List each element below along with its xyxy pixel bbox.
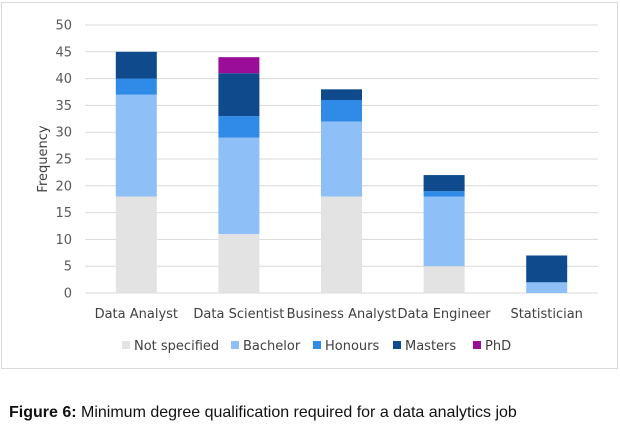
bar-segment [321, 196, 362, 293]
bar-segment [218, 116, 260, 138]
x-category-label: Business Analyst [287, 307, 397, 322]
bar-segment [321, 121, 362, 197]
y-tick-label: 10 [55, 233, 72, 248]
figure-caption-label: Figure 6: [9, 404, 77, 421]
legend-swatch [473, 341, 481, 349]
figure-caption-text: Minimum degree qualification required fo… [76, 404, 517, 421]
bar-segment [115, 78, 157, 95]
bar-segment [218, 73, 260, 117]
legend-label: Not specified [134, 339, 219, 354]
bar-segment [115, 94, 157, 197]
bar-segment [218, 234, 260, 293]
y-tick-label: 40 [55, 72, 72, 87]
y-tick-label: 35 [55, 99, 72, 114]
y-tick-label: 15 [55, 206, 72, 221]
bar-segment [526, 255, 568, 283]
legend-label: Bachelor [243, 339, 301, 354]
y-tick-label: 30 [55, 126, 72, 141]
legend-swatch [122, 341, 130, 349]
x-category-label: Data Scientist [193, 307, 284, 322]
x-category-label: Statistician [510, 307, 582, 322]
x-category-label: Data Analyst [95, 307, 178, 322]
bar-segment [526, 282, 568, 293]
legend-swatch [393, 341, 401, 349]
y-tick-label: 20 [55, 179, 72, 194]
bar-segment [115, 51, 157, 79]
bar-segment [423, 191, 465, 197]
y-tick-label: 5 [64, 260, 72, 275]
y-tick-label: 25 [55, 153, 72, 168]
y-tick-label: 45 [55, 45, 72, 60]
legend-label: PhD [485, 339, 511, 354]
legend-swatch [231, 341, 239, 349]
y-tick-labels: 0 5 10 15 20 25 30 35 40 45 50 [55, 19, 72, 302]
legend: Not specified Bachelor Honours Masters PhD [122, 339, 511, 354]
bar-segment [423, 175, 465, 192]
x-category-labels: Data Analyst Data Scientist Business Analy… [95, 307, 583, 322]
bar-segment [321, 100, 362, 122]
figure-caption: Figure 6: Minimum degree qualification r… [9, 404, 517, 422]
legend-label: Honours [325, 339, 380, 354]
bar-segment [218, 57, 260, 74]
gridlines [85, 24, 598, 294]
y-tick-label: 50 [55, 19, 72, 34]
legend-swatch [313, 341, 321, 349]
y-axis-title: Frequency [36, 125, 51, 192]
y-tick-label: 0 [64, 287, 72, 302]
bar-segment [115, 196, 157, 293]
bar-segment [423, 266, 465, 293]
x-category-label: Data Engineer [398, 307, 492, 322]
bar-segment [218, 137, 260, 235]
bars [115, 51, 568, 293]
bar-segment [321, 89, 362, 101]
legend-label: Masters [405, 339, 456, 354]
bar-segment [423, 196, 465, 267]
